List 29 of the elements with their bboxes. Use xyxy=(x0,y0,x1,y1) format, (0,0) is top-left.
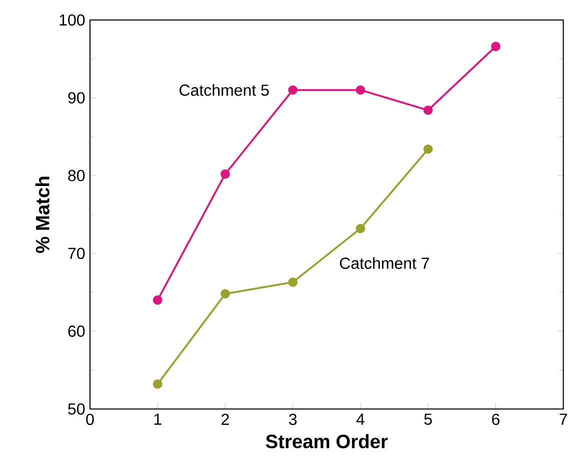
series-label: Catchment 7 xyxy=(340,257,430,269)
x-tick-label: 5 xyxy=(424,414,432,425)
y-tick-label: 70 xyxy=(68,248,85,260)
point xyxy=(423,144,433,154)
point xyxy=(423,106,433,115)
y-tick-label: 60 xyxy=(68,326,85,337)
x-tick-label: 0 xyxy=(86,414,94,426)
x-tick-label: 3 xyxy=(289,414,297,426)
y-axis-title: % Match xyxy=(35,176,50,253)
x-tick-label: 7 xyxy=(560,414,567,425)
x-tick-label: 4 xyxy=(356,414,364,425)
point xyxy=(220,289,230,299)
x-axis-title: Stream Order xyxy=(266,434,388,448)
point xyxy=(152,295,162,305)
point xyxy=(356,85,366,95)
point xyxy=(220,169,230,179)
point xyxy=(288,278,298,287)
point xyxy=(152,379,162,389)
y-tick-label: 90 xyxy=(68,92,85,104)
x-tick-label: 6 xyxy=(492,414,500,426)
y-tick-label: 100 xyxy=(60,14,85,26)
y-tick-label: 50 xyxy=(68,403,85,415)
point xyxy=(288,85,298,95)
y-tick-label: 80 xyxy=(68,170,85,182)
point xyxy=(491,42,500,52)
point xyxy=(356,224,366,234)
x-tick-label: 2 xyxy=(222,414,229,425)
x-tick-label: 1 xyxy=(154,414,162,425)
series-label: Catchment 5 xyxy=(180,84,269,96)
